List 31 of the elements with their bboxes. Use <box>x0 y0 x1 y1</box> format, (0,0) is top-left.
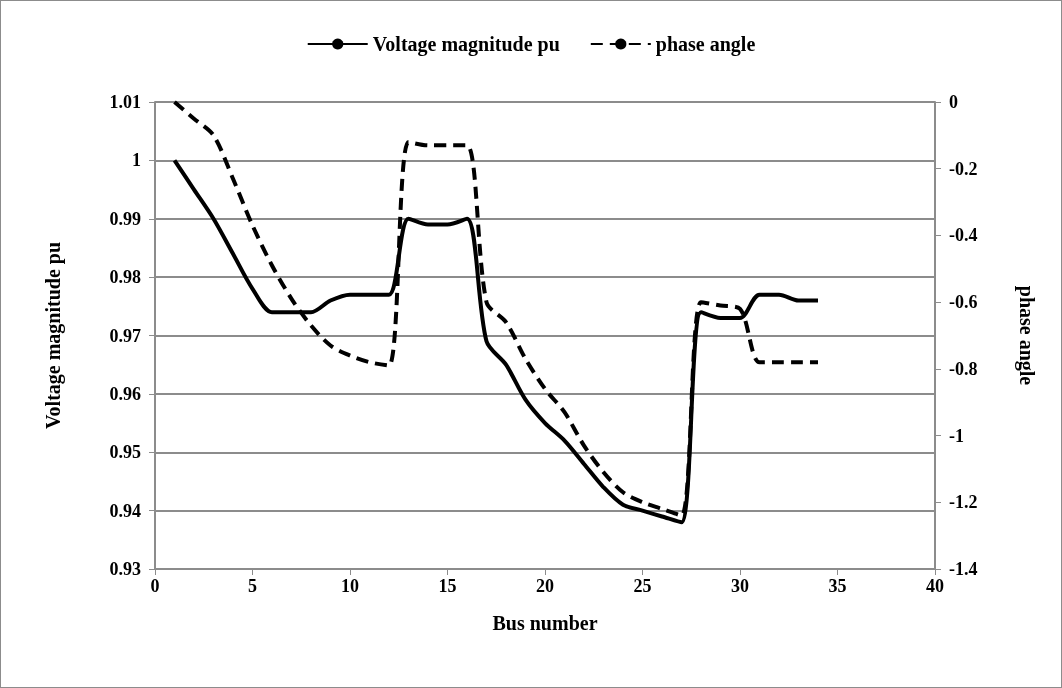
x-axis-title: Bus number <box>492 612 598 634</box>
y-tick-label: 0.95 <box>109 442 141 463</box>
y-tick-label: 1.01 <box>109 92 141 112</box>
x-tick-label: 10 <box>341 576 359 596</box>
y2-tick-label: -0.4 <box>949 225 978 246</box>
y2-tick-label: 0 <box>949 92 958 112</box>
y-tick-label: 0.94 <box>109 500 141 521</box>
y-tick-label: 0.96 <box>109 383 141 404</box>
y-tick-label: 0.93 <box>109 559 141 579</box>
x-tick-label: 25 <box>633 576 652 596</box>
y2-tick-label: -1 <box>949 425 964 446</box>
y-axis-title: Voltage magnitude pu <box>42 241 65 430</box>
y-tick-label: 0.98 <box>109 267 141 288</box>
x-tick-label: 20 <box>536 576 554 596</box>
x-tick-label: 40 <box>926 576 944 596</box>
x-tick-label: 5 <box>248 576 257 596</box>
x-tick-label: 30 <box>731 576 749 596</box>
y2-tick-label: -0.2 <box>949 158 978 179</box>
y-tick-label: 1 <box>132 150 141 171</box>
x-tick-label: 15 <box>438 576 457 596</box>
y2-tick-label: -1.2 <box>949 492 978 513</box>
x-tick-label: 0 <box>150 576 160 596</box>
legend-label: phase angle <box>655 33 756 56</box>
y2-tick-label: -1.4 <box>949 559 978 579</box>
x-tick-label: 35 <box>828 576 847 596</box>
legend-label: Voltage magnitude pu <box>372 33 560 56</box>
y2-tick-label: -0.6 <box>949 292 978 313</box>
y2-tick-label: -0.8 <box>949 358 978 379</box>
y-tick-label: 0.99 <box>109 208 141 229</box>
y-tick-label: 0.97 <box>109 325 141 346</box>
y2-axis-title: phase angle <box>1015 285 1038 386</box>
